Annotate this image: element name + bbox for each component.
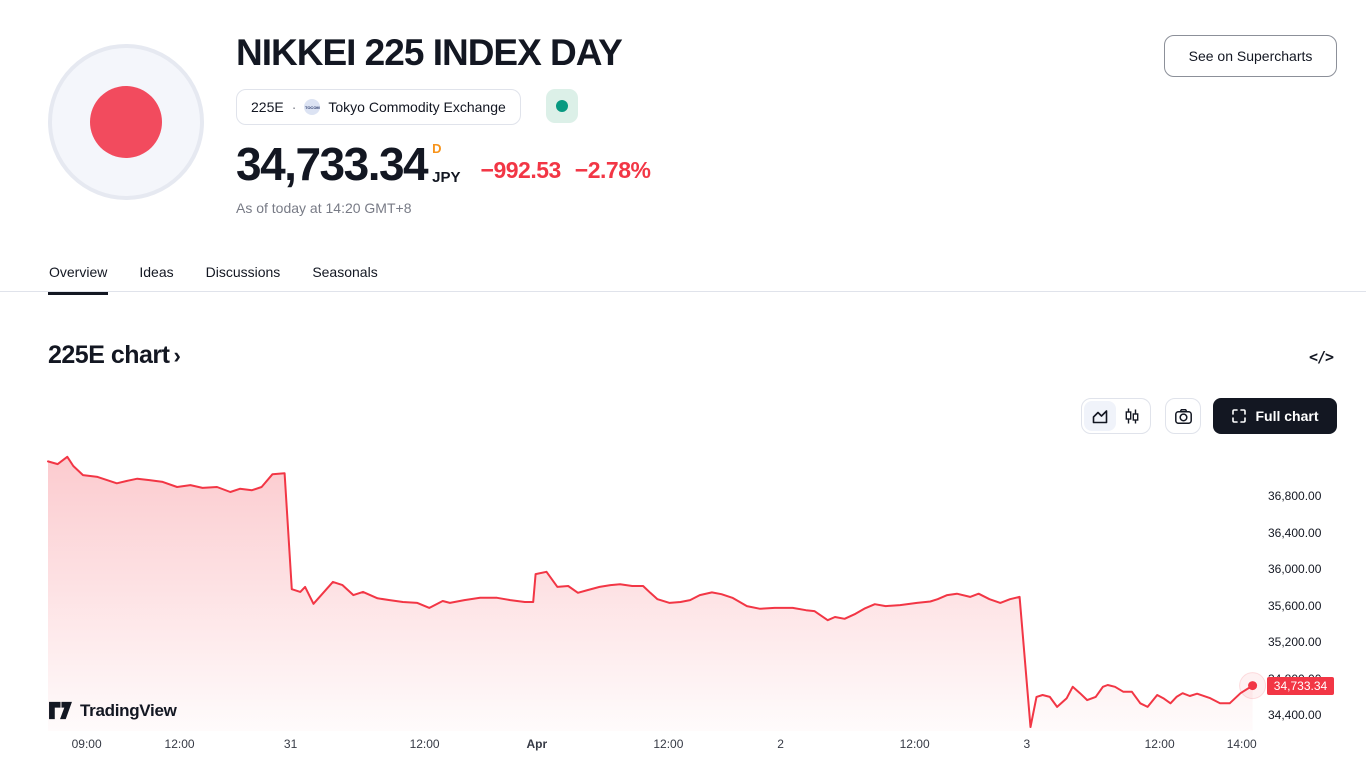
separator-dot: · <box>291 99 297 115</box>
price-block: 34,733.34 D JPY −992.53 −2.78% <box>236 138 651 190</box>
area-chart-style-button[interactable] <box>1084 401 1116 431</box>
last-price-dot <box>1248 681 1258 691</box>
page-title: NIKKEI 225 INDEX DAY <box>236 32 623 73</box>
area-chart-icon <box>1092 410 1108 424</box>
y-axis-label: 36,000.00 <box>1268 562 1322 576</box>
y-axis-label: 36,800.00 <box>1268 489 1322 503</box>
y-axis-label: 35,200.00 <box>1268 635 1322 650</box>
x-axis-label: 14:00 <box>1226 737 1257 751</box>
x-axis-label: Apr <box>526 737 548 751</box>
x-axis-label: 12:00 <box>1144 737 1175 751</box>
x-axis-label: 12:00 <box>899 737 930 751</box>
interval-badge: D <box>432 141 442 156</box>
chevron-right-icon: › <box>173 342 181 368</box>
see-on-supercharts-button[interactable]: See on Supercharts <box>1164 35 1337 77</box>
exchange-logo-icon: TOCOM <box>304 99 321 115</box>
tab-discussions[interactable]: Discussions <box>205 256 282 295</box>
chart-toolbar: Full chart <box>0 398 1366 434</box>
x-axis-label: 12:00 <box>653 737 684 751</box>
tab-ideas[interactable]: Ideas <box>138 256 174 295</box>
tab-seasonals[interactable]: Seasonals <box>311 256 378 295</box>
japan-flag-logo <box>48 44 204 200</box>
chart-section-title[interactable]: 225E chart › <box>48 341 181 369</box>
y-axis-label: 34,400.00 <box>1268 708 1322 723</box>
price-change-percent: −2.78% <box>574 157 651 183</box>
price-change: −992.53 <box>480 157 562 183</box>
tabs-divider <box>0 291 1366 292</box>
x-axis-label: 3 <box>1023 737 1031 751</box>
full-chart-button[interactable]: Full chart <box>1213 398 1337 434</box>
tradingview-watermark-text: TradingView <box>80 700 177 720</box>
tradingview-logo-icon <box>49 701 72 720</box>
y-axis-label: 35,600.00 <box>1268 598 1322 613</box>
last-price-tag: 34,733.34 <box>1267 676 1334 695</box>
candles-icon <box>1125 408 1139 424</box>
x-axis-label: 12:00 <box>409 737 440 751</box>
symbol-ticker: 225E <box>251 99 284 115</box>
as-of-timestamp: As of today at 14:20 GMT+8 <box>236 200 412 216</box>
tab-overview[interactable]: Overview <box>48 256 109 295</box>
price-area-chart[interactable] <box>47 450 1267 731</box>
price-chart[interactable]: 36,800.00 36,400.00 36,000.00 35,600.00 35,2… <box>0 450 1366 768</box>
camera-icon <box>1174 408 1192 424</box>
tradingview-watermark: TradingView <box>48 700 177 721</box>
fullscreen-icon <box>1232 409 1247 423</box>
japan-flag-red-circle <box>90 86 162 158</box>
y-axis-label: 36,400.00 <box>1268 525 1322 540</box>
market-open-dot-icon <box>556 100 568 112</box>
chart-style-switch <box>1081 398 1151 434</box>
snapshot-button[interactable] <box>1165 398 1201 434</box>
market-status-badge[interactable] <box>546 89 578 123</box>
x-axis-label: 09:00 <box>71 737 102 751</box>
exchange-name: Tokyo Commodity Exchange <box>328 99 506 115</box>
x-axis-label: 31 <box>283 737 298 751</box>
price-line <box>47 455 1254 728</box>
currency-label: JPY <box>432 169 461 186</box>
last-price: 34,733.34 <box>236 138 429 190</box>
x-axis-label: 2 <box>777 737 784 751</box>
candles-chart-style-button[interactable] <box>1116 401 1148 431</box>
embed-code-icon[interactable]: </> <box>1304 343 1338 371</box>
x-axis-label: 12:00 <box>164 737 195 751</box>
symbol-exchange-pill[interactable]: 225E · TOCOM Tokyo Commodity Exchange <box>236 89 521 125</box>
tab-bar: Overview Ideas Discussions Seasonals <box>48 256 379 295</box>
